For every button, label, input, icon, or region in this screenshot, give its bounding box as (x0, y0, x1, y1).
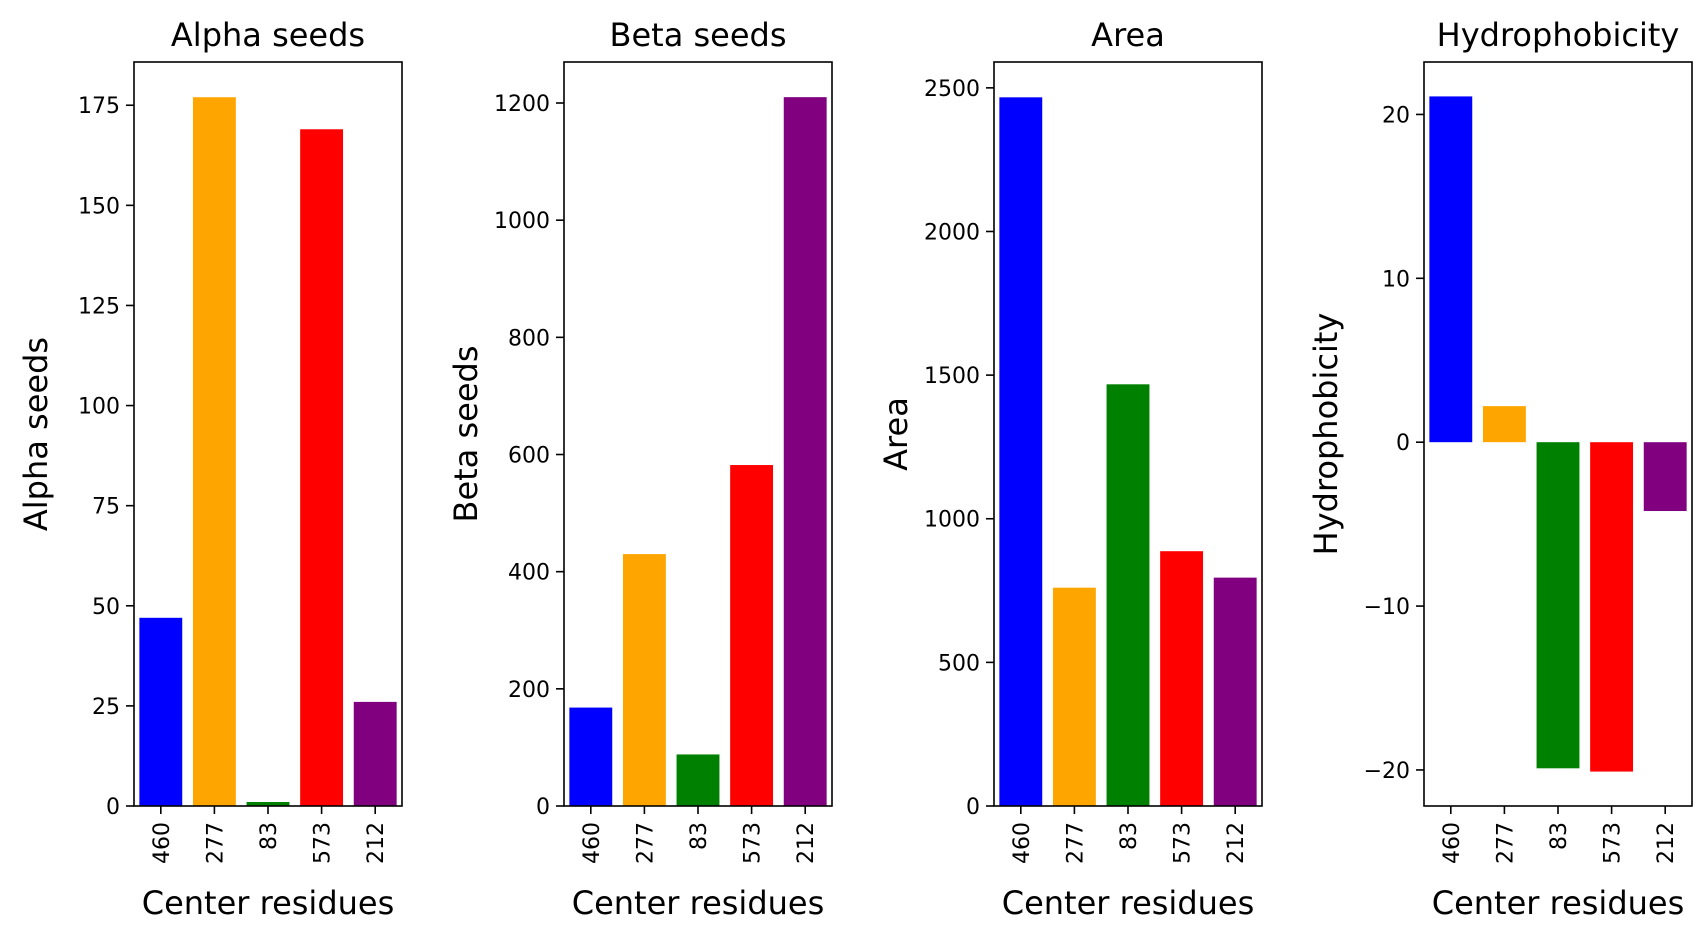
y-tick-label: 0 (536, 795, 550, 820)
x-tick-label: 277 (1063, 822, 1088, 864)
y-axis-label: Hydrophobicity (1307, 313, 1345, 556)
chart-panel-4: −20 −10 0 10 20 460 277 83 573 212 Hydrophobicity C… (1307, 16, 1693, 922)
y-tick-label: 175 (78, 94, 120, 119)
y-tick-label: 150 (78, 194, 120, 219)
x-axis-label: Center residues (1002, 884, 1255, 922)
y-tick-label: −10 (1364, 595, 1410, 620)
chart-panel-2: 0 200 400 600 800 1000 1200 460 277 83 573 212 Beta … (447, 16, 833, 922)
x-tick-label: 83 (687, 822, 712, 850)
x-tick-label: 573 (1171, 822, 1196, 864)
x-tick-label: 83 (257, 822, 282, 850)
chart-title: Beta seeds (610, 16, 787, 54)
y-tick-label: 2500 (924, 77, 980, 102)
x-tick-label: 277 (203, 822, 228, 864)
y-tick-label: 500 (938, 651, 980, 676)
x-tick-label: 277 (633, 822, 658, 864)
chart-panel-1: 0 25 50 75 100 125 150 175 460 277 83 573 212 Alpha s… (17, 16, 403, 922)
y-tick-label: 2000 (924, 220, 980, 245)
bar-212 (1643, 442, 1687, 512)
y-tick-label: 100 (78, 395, 120, 420)
bar-460 (569, 707, 613, 806)
bar-460 (999, 97, 1043, 806)
y-tick-label: 1000 (494, 209, 550, 234)
bar-573 (1160, 551, 1204, 806)
chart-title: Alpha seeds (171, 16, 365, 54)
y-tick-label: 0 (106, 795, 120, 820)
y-tick-label: 1200 (494, 92, 550, 117)
y-tick-label: 200 (508, 678, 550, 703)
x-tick-label: 573 (1601, 822, 1626, 864)
y-tick-label: 1500 (924, 364, 980, 389)
bar-277 (1482, 406, 1526, 443)
bar-573 (1590, 442, 1634, 772)
y-tick-label: 125 (78, 294, 120, 319)
x-tick-label: 460 (580, 822, 605, 864)
x-tick-label: 83 (1547, 822, 1572, 850)
x-tick-label: 573 (741, 822, 766, 864)
x-tick-label: 277 (1493, 822, 1518, 864)
y-tick-label: 75 (92, 495, 120, 520)
y-tick-label: −20 (1364, 759, 1410, 784)
y-tick-label: 25 (92, 695, 120, 720)
y-tick-label: 1000 (924, 508, 980, 533)
x-axis-label: Center residues (572, 884, 825, 922)
y-axis-label: Alpha seeds (17, 337, 55, 531)
x-axis-label: Center residues (142, 884, 395, 922)
x-tick-label: 460 (1440, 822, 1465, 864)
bar-573 (300, 129, 344, 806)
y-axis-label: Beta seeds (447, 346, 485, 523)
y-axis-label: Area (877, 397, 915, 471)
bar-277 (622, 554, 666, 806)
bar-212 (783, 97, 827, 807)
chart-title: Area (1091, 16, 1165, 54)
bar-277 (192, 97, 236, 806)
bar-83 (676, 754, 720, 806)
y-tick-label: 0 (966, 795, 980, 820)
x-tick-label: 460 (1010, 822, 1035, 864)
bar-83 (246, 801, 290, 806)
y-tick-label: 50 (92, 595, 120, 620)
y-tick-label: 10 (1382, 267, 1410, 292)
bar-277 (1052, 587, 1096, 806)
x-tick-label: 83 (1117, 822, 1142, 850)
bar-573 (730, 465, 774, 806)
bar-460 (139, 617, 183, 806)
bar-83 (1536, 442, 1580, 769)
y-tick-label: 20 (1382, 103, 1410, 128)
bar-212 (1213, 577, 1257, 806)
y-tick-label: 400 (508, 561, 550, 586)
chart-title: Hydrophobicity (1437, 16, 1680, 54)
x-axis-label: Center residues (1432, 884, 1685, 922)
x-tick-label: 212 (794, 822, 819, 864)
x-tick-label: 573 (311, 822, 336, 864)
chart-panel-3: 0 500 1000 1500 2000 2500 460 277 83 573 212 Area Ce… (877, 16, 1263, 922)
bar-83 (1106, 384, 1150, 806)
y-tick-label: 0 (1396, 431, 1410, 456)
bar-460 (1429, 96, 1473, 443)
bar-212 (353, 701, 397, 806)
x-tick-label: 212 (1654, 822, 1679, 864)
x-tick-label: 460 (150, 822, 175, 864)
y-tick-label: 600 (508, 444, 550, 469)
x-tick-label: 212 (1224, 822, 1249, 864)
x-tick-label: 212 (364, 822, 389, 864)
y-tick-label: 800 (508, 326, 550, 351)
